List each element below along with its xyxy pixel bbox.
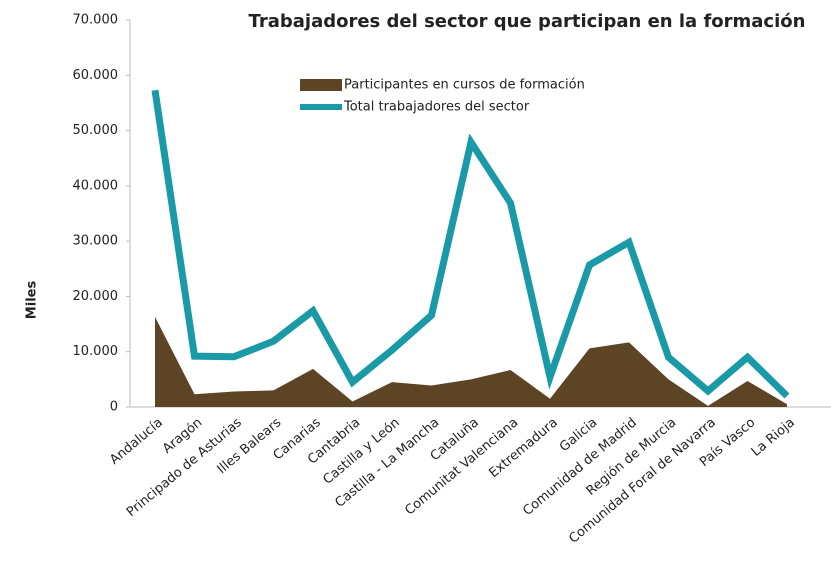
x-tick-label: Extremadura [486, 415, 560, 481]
y-tick-label: 10.000 [73, 344, 119, 359]
y-tick-label: 0 [110, 400, 118, 415]
y-tick-label: 60.000 [73, 68, 119, 83]
y-tick-label: 70.000 [73, 13, 119, 28]
legend-label: Participantes en cursos de formación [344, 78, 585, 93]
y-tick-label: 40.000 [73, 178, 119, 193]
chart-title: Trabajadores del sector que participan e… [249, 11, 806, 32]
legend-label: Total trabajadores del sector [343, 100, 530, 115]
y-tick-label: 30.000 [73, 234, 119, 249]
x-tick-label: Andalucía [107, 415, 166, 468]
y-tick-label: 20.000 [73, 289, 119, 304]
area [155, 316, 787, 407]
x-tick-label: La Rioja [749, 415, 798, 460]
line [151, 89, 790, 399]
legend-swatch [300, 79, 342, 91]
y-tick-label: 50.000 [73, 123, 119, 138]
y-axis-label: Miles [25, 281, 40, 320]
